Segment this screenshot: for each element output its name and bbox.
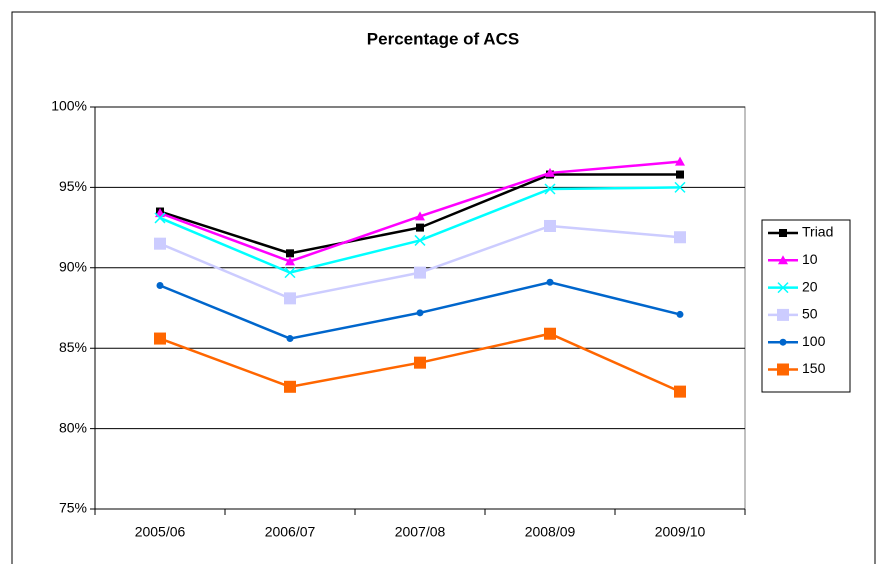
marker bbox=[154, 237, 166, 250]
marker bbox=[416, 309, 424, 317]
marker bbox=[779, 229, 787, 237]
x-tick-label: 2006/07 bbox=[265, 524, 316, 540]
marker bbox=[284, 292, 296, 305]
marker bbox=[284, 267, 296, 279]
chart-title: Percentage of ACS bbox=[367, 29, 519, 48]
marker bbox=[286, 335, 294, 343]
marker bbox=[414, 266, 426, 279]
y-tick-label: 90% bbox=[59, 259, 87, 275]
marker bbox=[544, 183, 556, 195]
marker bbox=[154, 332, 166, 345]
y-tick-label: 95% bbox=[59, 178, 87, 194]
legend-label: Triad bbox=[802, 224, 833, 240]
marker bbox=[777, 282, 789, 294]
y-tick-label: 75% bbox=[59, 500, 87, 516]
marker bbox=[544, 327, 556, 340]
marker bbox=[286, 249, 294, 258]
chart-frame bbox=[11, 11, 876, 564]
marker bbox=[676, 310, 684, 318]
marker bbox=[778, 255, 788, 265]
y-tick-label: 100% bbox=[51, 98, 87, 114]
marker bbox=[416, 223, 424, 232]
marker bbox=[674, 385, 686, 398]
marker bbox=[414, 234, 426, 246]
marker bbox=[285, 256, 295, 266]
legend-label: 50 bbox=[802, 306, 818, 322]
marker bbox=[414, 356, 426, 369]
marker bbox=[154, 212, 166, 224]
marker bbox=[545, 167, 555, 177]
legend-label: 10 bbox=[802, 251, 818, 267]
legend-label: 100 bbox=[802, 333, 826, 349]
marker bbox=[674, 181, 686, 193]
legend-label: 20 bbox=[802, 278, 818, 294]
marker bbox=[675, 156, 685, 166]
marker bbox=[777, 308, 789, 321]
y-tick-label: 85% bbox=[59, 339, 87, 355]
marker bbox=[546, 278, 554, 286]
x-tick-label: 2007/08 bbox=[395, 524, 446, 540]
legend-label: 150 bbox=[802, 360, 826, 376]
y-tick-label: 80% bbox=[59, 419, 87, 435]
marker bbox=[544, 219, 556, 232]
x-tick-label: 2009/10 bbox=[655, 524, 706, 540]
marker bbox=[779, 338, 787, 346]
x-tick-label: 2008/09 bbox=[525, 524, 576, 540]
marker bbox=[777, 363, 789, 376]
x-tick-label: 2005/06 bbox=[135, 524, 186, 540]
marker bbox=[415, 211, 425, 221]
marker bbox=[284, 380, 296, 393]
marker bbox=[674, 231, 686, 244]
marker bbox=[156, 281, 164, 289]
marker bbox=[676, 170, 684, 179]
legend-box bbox=[761, 219, 851, 393]
